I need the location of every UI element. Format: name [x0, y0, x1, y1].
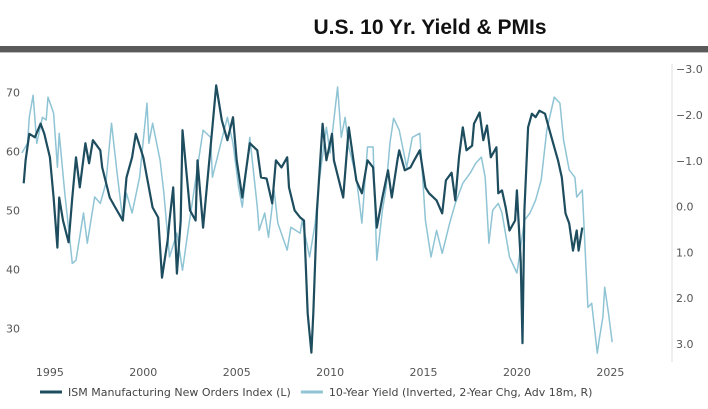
right-tick-label: 1.0 [676, 246, 694, 259]
right-tick-label: −1.0 [676, 155, 703, 168]
x-tick-label: 2020 [503, 366, 531, 379]
left-tick-label: 40 [6, 263, 20, 276]
right-tick-label: 2.0 [676, 292, 694, 305]
x-tick-label: 2015 [410, 366, 438, 379]
legend-label: 10-Year Yield (Inverted, 2-Year Chg, Adv… [329, 386, 593, 399]
x-axis: 1995 2000 2005 2010 2015 2020 2025 [36, 366, 624, 379]
left-tick-label: 70 [6, 86, 20, 99]
x-tick-label: 2005 [223, 366, 251, 379]
ism-new-orders-line [22, 84, 584, 354]
right-axis: −3.0 −2.0 −1.0 0.0 1.0 2.0 3.0 [676, 63, 703, 351]
x-tick-label: 1995 [36, 366, 64, 379]
right-tick-label: −2.0 [676, 109, 703, 122]
left-tick-label: 50 [6, 204, 20, 217]
left-tick-label: 60 [6, 145, 20, 158]
series-lines [21, 84, 613, 354]
legend: ISM Manufacturing New Orders Index (L) 10… [40, 386, 592, 399]
chart-title: U.S. 10 Yr. Yield & PMIs [313, 16, 547, 39]
left-axis: 70 60 50 40 30 [6, 86, 20, 335]
right-tick-label: 3.0 [676, 338, 694, 351]
x-tick-label: 2010 [316, 366, 344, 379]
right-tick-label: −3.0 [676, 63, 703, 76]
x-tick-label: 2025 [596, 366, 624, 379]
x-tick-label: 2000 [129, 366, 157, 379]
legend-label: ISM Manufacturing New Orders Index (L) [68, 386, 291, 399]
right-tick-label: 0.0 [676, 201, 694, 214]
ten-year-yield-line [21, 86, 613, 354]
title-divider [0, 46, 708, 53]
left-tick-label: 30 [6, 322, 20, 335]
